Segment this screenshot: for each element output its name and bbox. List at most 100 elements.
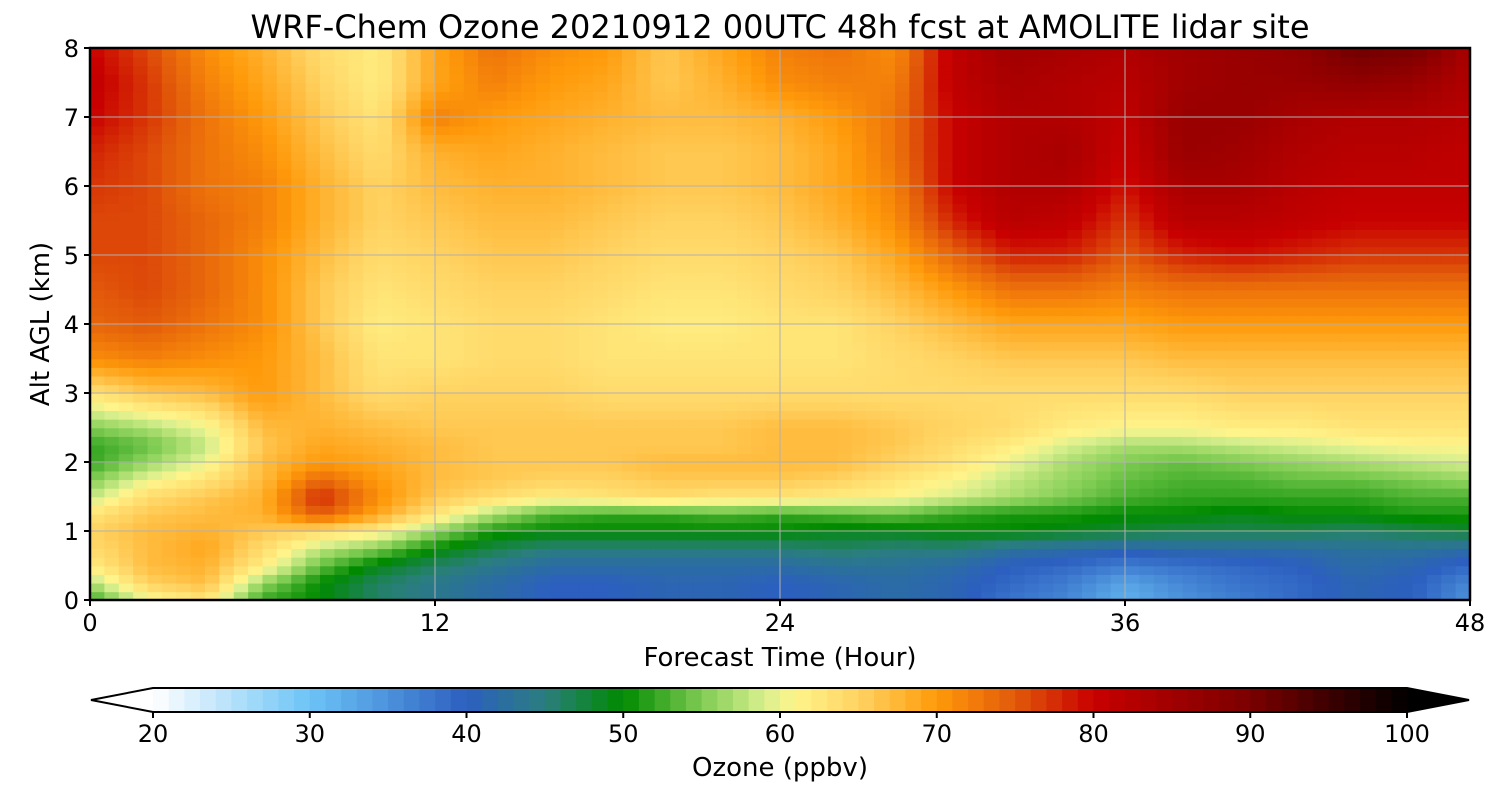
heatmap-cell [851,160,868,170]
heatmap-cell [938,306,954,317]
heatmap-cell [1340,427,1356,437]
heatmap-cell [176,177,192,187]
heatmap-cell [1139,436,1155,446]
heatmap-cell [708,194,724,205]
heatmap-cell [334,211,350,222]
heatmap-cell [205,470,221,481]
heatmap-cell [1153,280,1169,291]
heatmap-cell [104,531,120,541]
heatmap-cell [550,539,566,550]
heatmap-cell [435,531,451,541]
heatmap-cell [420,479,436,489]
heatmap-cell [679,539,695,550]
heatmap-cell [1168,401,1184,412]
heatmap-cell [506,358,523,368]
heatmap-cell [291,393,307,403]
heatmap-cell [334,591,350,600]
heatmap-cell [161,211,178,222]
heatmap-cell [880,324,896,334]
heatmap-cell [521,298,537,308]
heatmap-cell [1067,401,1083,412]
heatmap-cell [1139,151,1155,161]
heatmap-cell [463,306,479,317]
heatmap-cell [765,522,781,532]
heatmap-cell [1125,444,1141,455]
heatmap-cell [348,470,364,481]
heatmap-cell [593,220,609,230]
heatmap-cell [650,462,666,472]
heatmap-cell [1311,539,1328,550]
heatmap-cell [880,531,896,541]
heatmap-cell [693,246,709,256]
heatmap-cell [1196,444,1213,455]
heatmap-cell [1024,393,1040,403]
heatmap-cell [1340,436,1356,446]
heatmap-cell [679,436,695,446]
heatmap-cell [880,367,896,377]
heatmap-cell [1254,358,1270,368]
heatmap-cell [564,462,580,472]
heatmap-cell [1268,591,1284,600]
heatmap-cell [708,272,724,282]
heatmap-cell [133,298,149,308]
heatmap-cell [435,401,451,412]
heatmap-cell [334,358,350,368]
heatmap-cell [837,168,853,179]
heatmap-cell [1096,306,1112,317]
heatmap-cell [205,487,221,498]
heatmap-cell [133,522,149,532]
heatmap-cell [938,263,954,274]
heatmap-cell [1398,505,1414,515]
heatmap-cell [1355,289,1371,299]
heatmap-cell [1412,237,1428,248]
heatmap-cell [607,470,623,481]
heatmap-cell [550,470,566,481]
heatmap-cell [765,505,781,515]
heatmap-cell [1139,289,1155,299]
heatmap-cell [463,229,479,239]
heatmap-cell [650,263,666,274]
heatmap-cell [1369,194,1385,205]
heatmap-cell [1125,505,1141,515]
heatmap-cell [104,375,120,386]
heatmap-cell [1182,255,1198,265]
heatmap-cell [262,341,278,351]
heatmap-cell [1383,229,1399,239]
heatmap-cell [161,574,178,584]
heatmap-cell [621,470,638,481]
heatmap-cell [1168,444,1184,455]
heatmap-cell [966,462,983,472]
heatmap-cell [607,548,623,558]
heatmap-cell [880,470,896,481]
heatmap-cell [305,393,321,403]
heatmap-cell [708,401,724,412]
heatmap-cell [866,453,882,463]
heatmap-cell [363,255,379,265]
heatmap-cell [679,410,695,420]
heatmap-cell [1225,444,1241,455]
heatmap-cell [305,539,321,550]
heatmap-cell [1024,384,1040,394]
heatmap-cell [1254,487,1270,498]
heatmap-cell [118,194,134,205]
heatmap-cell [391,375,408,386]
heatmap-cell [262,298,278,308]
heatmap-cell [751,496,767,506]
heatmap-cell [621,479,638,489]
heatmap-cell [118,211,134,222]
heatmap-cell [794,358,810,368]
heatmap-cell [1340,591,1356,600]
heatmap-cell [1067,160,1083,170]
heatmap-cell [1297,375,1313,386]
heatmap-cell [837,384,853,394]
heatmap-cell [320,453,336,463]
heatmap-cell [1096,229,1112,239]
heatmap-cell [837,574,853,584]
heatmap-cell [938,289,954,299]
heatmap-cell [1398,453,1414,463]
heatmap-cell [866,358,882,368]
heatmap-cell [722,522,738,532]
heatmap-cell [823,349,839,360]
heatmap-cell [463,289,479,299]
heatmap-cell [219,203,235,213]
